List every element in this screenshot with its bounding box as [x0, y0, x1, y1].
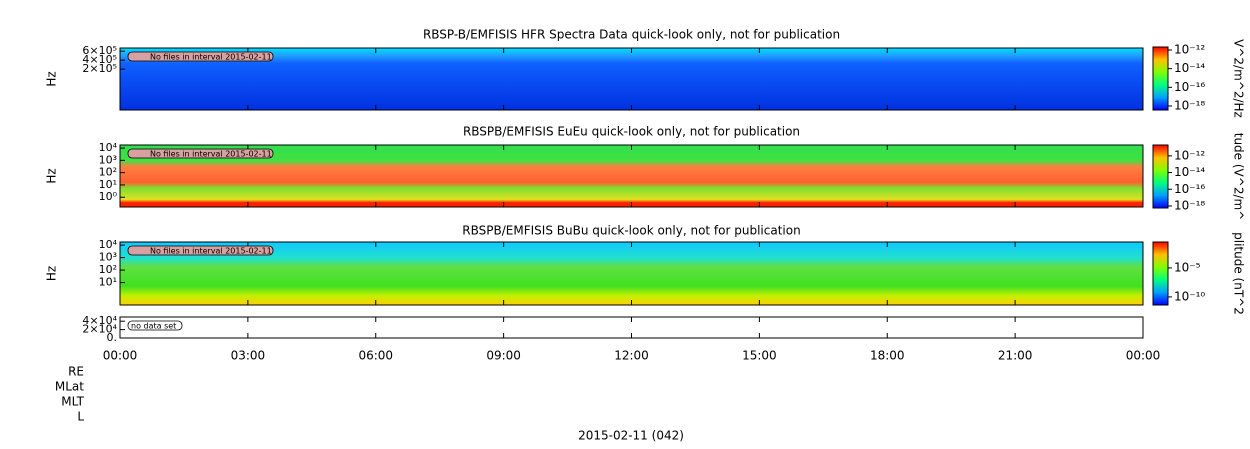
annotation-box [127, 245, 274, 256]
spectrogram-image [120, 242, 1143, 305]
y-tick-label: 6×10⁵ [82, 44, 117, 57]
x-tick-label: 03:00 [231, 349, 266, 363]
y-tick-label: 10⁰ [99, 190, 118, 203]
y-tick-label: 10³ [99, 153, 117, 166]
colorbar-frame [1152, 46, 1169, 111]
annotation: No files in interval 2015-02-11 [150, 247, 272, 256]
colorbar-label: V^2/m^2/Hz [1232, 39, 1246, 118]
x-tick-label: 00:00 [1126, 349, 1161, 363]
spectrogram-image [120, 145, 1143, 207]
colorbar [1153, 242, 1168, 305]
date-label: 2015-02-11 (042) [578, 429, 684, 443]
ephemeris-label: L [77, 410, 84, 424]
x-tick-label: 09:00 [486, 349, 521, 363]
spectrogram-image [120, 48, 1143, 110]
annotation-box [127, 320, 183, 331]
colorbar-tick-label: 10⁻⁵ [1174, 260, 1201, 274]
x-tick-label: 18:00 [870, 349, 905, 363]
x-tick-label: 00:00 [103, 349, 138, 363]
ephemeris-label: MLT [61, 395, 84, 409]
y-tick-label: 10² [99, 263, 117, 276]
annotation: No files in interval 2015-02-11 [150, 53, 272, 62]
colorbar-frame [1152, 144, 1169, 209]
ephemeris-label: RE [68, 365, 84, 379]
annotation-box [127, 51, 274, 62]
colorbar-label: plitude (nT^2 [1232, 232, 1246, 315]
y-tick-label: 2×10⁴ [82, 323, 117, 336]
colorbar-tick-label: 10⁻¹⁰ [1174, 289, 1205, 303]
x-tick-label: 12:00 [614, 349, 649, 363]
colorbar-label: tude (V^2/m^ [1232, 133, 1246, 221]
y-tick-label: 10⁴ [99, 141, 118, 154]
y-tick-label: 10¹ [99, 178, 117, 191]
colorbar-tick-label: 10⁻¹⁴ [1174, 165, 1205, 179]
colorbar-tick-label: 10⁻¹⁶ [1174, 182, 1205, 196]
colorbar-tick-label: 10⁻¹⁸ [1174, 198, 1205, 212]
y-tick-label: 10³ [99, 251, 117, 264]
x-tick-label: 21:00 [998, 349, 1033, 363]
colorbar [1153, 145, 1168, 208]
y-tick-label: 2×10⁵ [82, 62, 117, 75]
y-tick-label: 0. [107, 331, 118, 344]
y-tick-label: 10⁴ [99, 238, 118, 251]
y-tick-label: 10² [99, 166, 117, 179]
colorbar [1153, 47, 1168, 110]
colorbar-tick-label: 10⁻¹⁶ [1174, 80, 1205, 94]
ephemeris-label: MLat [55, 380, 84, 394]
panel-title: RBSP-B/EMFISIS HFR Spectra Data quick-lo… [423, 28, 840, 42]
y-axis-label: Hz [45, 71, 59, 86]
colorbar-tick-label: 10⁻¹² [1174, 43, 1205, 57]
x-tick-label: 15:00 [742, 349, 777, 363]
y-tick-label: 4×10⁵ [82, 53, 117, 66]
y-tick-label: 10¹ [99, 276, 117, 289]
colorbar-frame [1152, 241, 1169, 306]
colorbar-tick-label: 10⁻¹⁸ [1174, 98, 1205, 112]
annotation: no data set [131, 322, 176, 331]
y-tick-label: 4×10⁴ [82, 314, 117, 327]
annotation: No files in interval 2015-02-11 [150, 150, 272, 159]
colorbar-tick-label: 10⁻¹⁴ [1174, 61, 1205, 75]
panel-title: RBSPB/EMFISIS EuEu quick-look only, not … [463, 125, 800, 139]
x-tick-label: 06:00 [358, 349, 393, 363]
y-axis-label: Hz [45, 266, 59, 281]
colorbar-tick-label: 10⁻¹² [1174, 148, 1205, 162]
panel-title: RBSPB/EMFISIS BuBu quick-look only, not … [462, 224, 800, 238]
y-axis-label: Hz [45, 168, 59, 183]
annotation-box [127, 148, 274, 159]
